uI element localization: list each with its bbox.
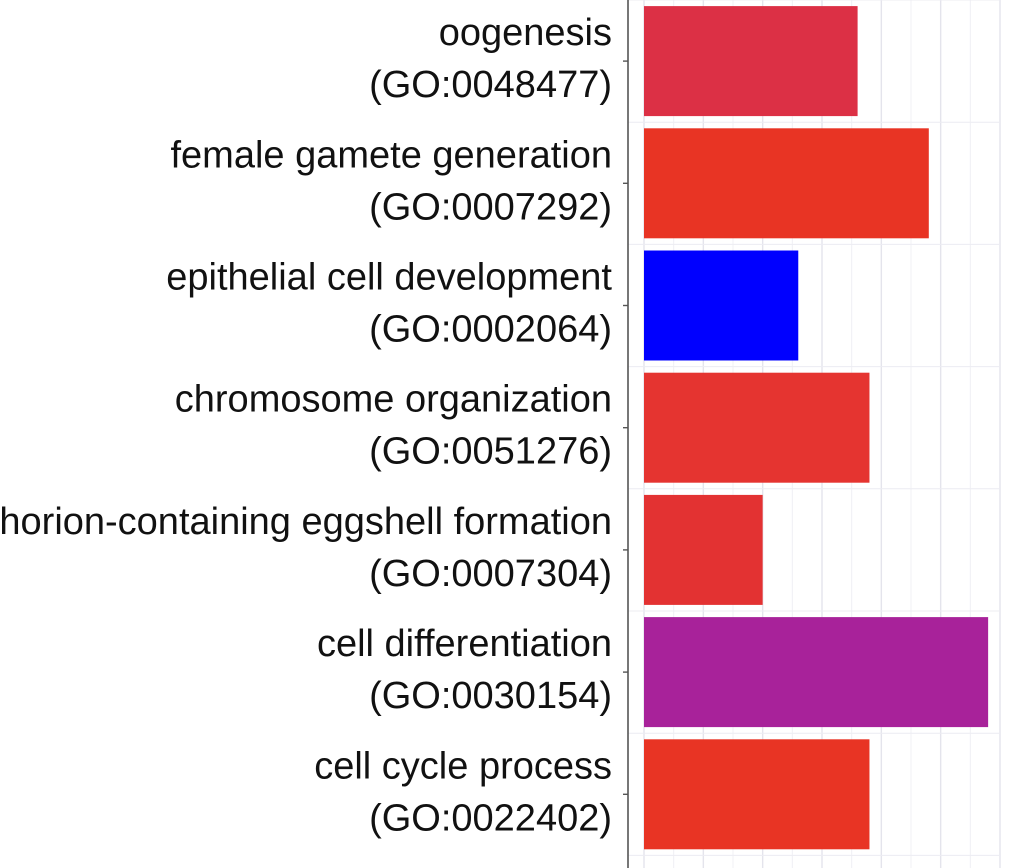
category-label-6: cell differentiation (GO:0030154) <box>317 623 612 717</box>
category-label-5: chorion-containing eggshell formation (GO… <box>0 501 612 595</box>
category-name: oogenesis <box>439 12 612 54</box>
category-go-id: (GO:0048477) <box>369 64 612 106</box>
category-name: chorion-containing eggshell formation <box>0 501 612 543</box>
category-label-4: chromosome organization (GO:0051276) <box>175 379 612 473</box>
category-label-1: oogenesis (GO:0048477) <box>369 12 612 106</box>
category-go-id: (GO:0030154) <box>369 675 612 717</box>
category-go-id: (GO:0051276) <box>369 431 612 473</box>
category-name: cell cycle process <box>314 745 612 787</box>
bar-6 <box>644 617 989 728</box>
category-label-3: epithelial cell development (GO:0002064) <box>166 257 612 351</box>
category-labels: oogenesis (GO:0048477) female gamete gener… <box>0 12 612 839</box>
bar-2 <box>644 128 929 239</box>
category-name: cell differentiation <box>317 623 612 665</box>
bars <box>644 6 989 850</box>
y-axis <box>623 0 629 868</box>
category-label-2: female gamete generation (GO:0007292) <box>170 134 612 228</box>
bar-4 <box>644 372 870 483</box>
category-name: female gamete generation <box>170 134 612 176</box>
category-go-id: (GO:0007304) <box>369 553 612 595</box>
category-name: chromosome organization <box>175 379 612 421</box>
bar-1 <box>644 6 858 117</box>
category-go-id: (GO:0002064) <box>369 309 612 351</box>
category-label-7: cell cycle process (GO:0022402) <box>314 745 612 839</box>
category-go-id: (GO:0007292) <box>369 186 612 228</box>
category-name: epithelial cell development <box>166 257 612 299</box>
bar-3 <box>644 250 799 361</box>
bar-5 <box>644 494 763 605</box>
category-go-id: (GO:0022402) <box>369 797 612 839</box>
bar-7 <box>644 739 870 850</box>
